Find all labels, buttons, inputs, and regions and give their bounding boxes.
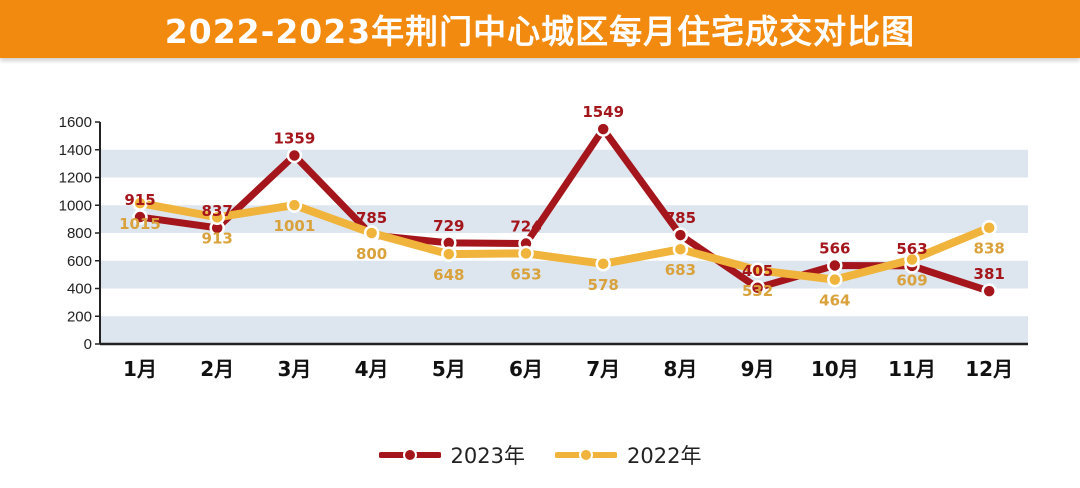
data-point-2023 [672,227,689,243]
data-point-2022 [595,256,611,272]
grid-band [100,316,1028,344]
title-bar: 2022-2023年荆门中心城区每月住宅成交对比图 [0,0,1080,58]
data-label-2023: 724 [510,218,541,236]
legend-swatch-2022 [555,448,617,462]
data-point-2023 [981,283,997,299]
y-tick-label: 400 [67,281,92,298]
series-lines [136,125,994,295]
data-label-2023: 785 [356,209,387,227]
data-label-2022: 653 [510,265,541,283]
y-tick-label: 600 [67,253,92,270]
data-label-2023: 1359 [274,129,316,147]
data-label-2022: 1015 [119,215,161,233]
data-label-2023: 837 [202,202,233,220]
line-chart: 0 200 400 600 800 1000 1200 1400 1600 1月 2月 3月 4月 5月… [59,103,1028,381]
x-tick-label: 10月 [811,357,859,381]
data-point-2023 [827,257,843,274]
legend-item-2023: 2023年 [378,440,525,470]
chart-title: 2022-2023年荆门中心城区每月住宅成交对比图 [164,12,916,51]
data-label-2022: 464 [819,292,850,310]
data-label-2023: 405 [742,262,773,280]
data-point-2022 [672,241,689,257]
x-tick-label: 3月 [277,357,311,381]
data-label-2022: 1001 [274,217,316,235]
legend-label-2023: 2023年 [450,444,525,468]
grid-bands [100,149,1028,344]
data-label-2022: 838 [974,240,1005,258]
x-tick-label: 9月 [741,357,775,381]
grid-band [100,149,1028,178]
y-tick-label: 1400 [59,142,92,159]
x-tick-label: 12月 [965,357,1013,381]
y-tick-labels: 0 200 400 600 800 1000 1200 1400 1600 [59,114,92,353]
data-labels: 915 837 1359 785 729 724 1549 785 405 566 563 381 10… [119,103,1005,310]
legend: 2023年 2022年 [0,440,1080,470]
x-tick-label: 6月 [509,357,543,381]
data-label-2023: 729 [433,217,464,235]
series-points [132,121,997,299]
y-tick-label: 1600 [59,114,92,131]
data-label-2022: 800 [356,245,387,263]
data-point-2022 [132,195,148,211]
legend-item-2022: 2022年 [555,440,701,470]
data-label-2022: 913 [202,229,233,247]
data-label-2023: 381 [974,265,1005,283]
data-point-2022 [363,225,380,241]
x-tick-label: 7月 [586,357,620,381]
data-label-2023: 563 [896,240,927,258]
data-label-2022: 578 [588,276,619,294]
y-tick-label: 1000 [59,197,92,214]
data-point-2023 [286,147,303,164]
data-label-2022: 609 [896,272,927,290]
legend-label-2022: 2022年 [627,444,702,468]
data-label-2022: 683 [665,261,696,279]
data-point-2022 [827,271,843,288]
data-point-2022 [749,262,766,278]
y-tick-label: 200 [67,308,92,325]
data-point-2022 [904,251,920,268]
data-label-2022: 532 [742,282,773,300]
legend-swatch-2023 [378,448,441,462]
data-label-2023: 566 [819,239,850,257]
data-point-2022 [518,245,534,262]
series-line-2022 [136,199,994,284]
axes [95,121,1028,346]
y-tick-label: 1200 [59,170,92,187]
x-tick-label: 2月 [200,357,234,381]
x-tick-label: 5月 [432,357,466,381]
data-point-2022 [981,219,997,236]
data-point-2023 [749,280,766,296]
data-label-2023: 915 [124,191,155,209]
data-point-2022 [441,246,457,262]
x-tick-label: 4月 [355,357,389,381]
data-point-2022 [286,197,303,213]
y-tick-label: 0 [84,336,92,353]
x-tick-label: 1月 [123,357,157,381]
data-point-2023 [595,121,611,137]
x-tick-label: 8月 [663,357,697,381]
data-label-2023: 785 [665,209,696,227]
y-tick-label: 800 [67,225,92,242]
x-tick-labels: 1月 2月 3月 4月 5月 6月 7月 8月 9月 10月 11月 12月 [123,357,1013,381]
x-tick-label: 11月 [888,357,936,381]
series-line-2023 [136,125,993,295]
data-label-2022: 648 [433,266,464,284]
data-label-2023: 1549 [582,103,624,121]
data-point-2022 [209,209,225,226]
